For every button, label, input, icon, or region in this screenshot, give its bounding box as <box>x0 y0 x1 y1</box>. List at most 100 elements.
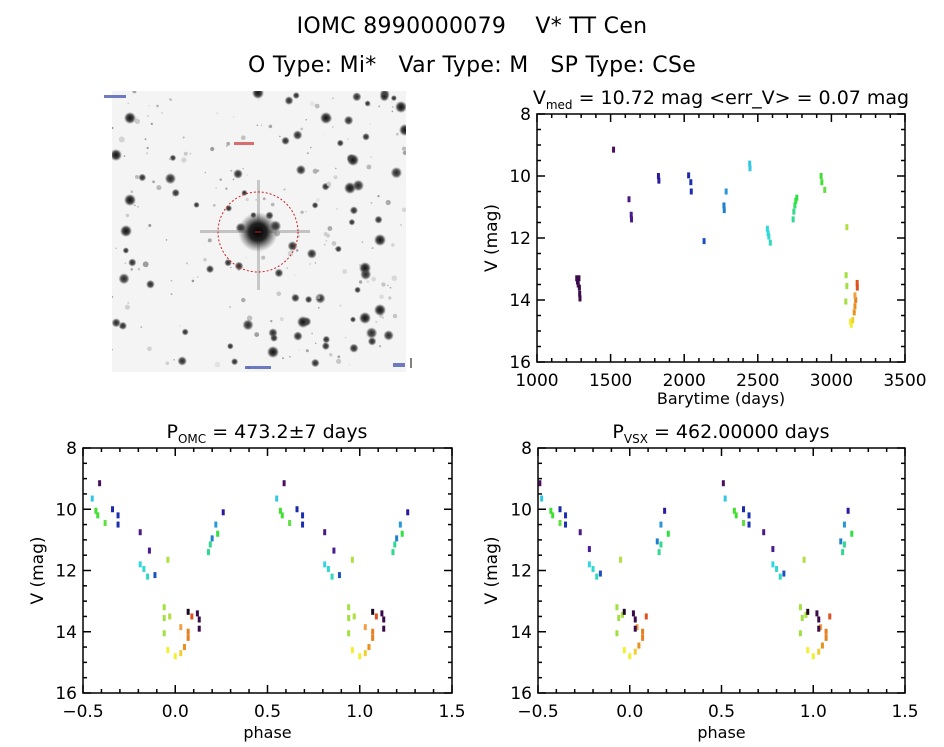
data-points <box>90 480 410 660</box>
x-tick-label: −0.5 <box>62 702 103 722</box>
field-star <box>349 206 358 215</box>
field-star <box>389 286 392 289</box>
y-tick-label: 14 <box>55 623 77 643</box>
field-star <box>401 146 406 151</box>
data-point <box>371 608 375 615</box>
data-point <box>666 530 670 537</box>
data-point <box>182 644 186 651</box>
field-star <box>378 105 381 108</box>
data-point <box>855 279 859 286</box>
field-star <box>171 188 180 197</box>
data-point <box>280 512 284 519</box>
data-point <box>347 614 351 621</box>
data-point <box>347 630 351 637</box>
data-point <box>641 634 645 641</box>
data-point <box>844 298 848 305</box>
field-star <box>212 204 216 207</box>
data-point <box>96 512 100 519</box>
data-point <box>811 653 815 660</box>
data-point <box>734 512 738 519</box>
title-main: P <box>167 421 178 443</box>
data-point <box>819 173 823 179</box>
field-star <box>296 249 299 252</box>
data-point <box>577 275 581 282</box>
field-star <box>191 279 195 283</box>
data-point <box>633 648 637 655</box>
field-star <box>227 342 234 350</box>
data-point <box>591 565 595 572</box>
x-tick-label: 3500 <box>883 371 926 391</box>
field-star <box>325 239 328 242</box>
data-point <box>153 572 157 579</box>
data-point <box>162 614 166 621</box>
field-star <box>270 319 273 323</box>
field-star <box>344 336 347 339</box>
bright-star <box>252 91 264 99</box>
field-star <box>268 328 278 338</box>
field-star <box>230 266 232 269</box>
y-axis-label: V (mag) <box>482 204 502 272</box>
data-point <box>849 318 853 325</box>
field-star <box>270 202 275 207</box>
data-point <box>282 480 286 487</box>
field-star <box>118 321 127 330</box>
field-star <box>135 116 138 120</box>
object-type-subtitle: O Type: Mi* Var Type: M SP Type: CSe <box>247 53 697 78</box>
data-point <box>190 613 194 620</box>
data-point <box>578 290 582 297</box>
data-point <box>301 512 305 519</box>
y-tick-label: 14 <box>509 291 531 311</box>
field-star <box>401 207 406 213</box>
field-star <box>128 258 137 267</box>
bright-star <box>297 316 309 328</box>
data-point <box>842 521 846 528</box>
field-star <box>165 239 168 241</box>
field-star <box>349 343 359 353</box>
data-point <box>723 495 727 502</box>
field-star <box>315 293 326 304</box>
field-star <box>368 104 371 107</box>
data-point <box>350 556 354 563</box>
field-star <box>148 104 150 107</box>
field-star <box>370 202 373 204</box>
field-star <box>257 99 260 101</box>
data-point <box>844 272 848 279</box>
data-point <box>768 239 772 246</box>
field-star <box>234 261 244 271</box>
data-point <box>820 179 824 186</box>
field-star <box>134 204 136 207</box>
data-point <box>323 529 327 536</box>
field-star <box>391 101 393 103</box>
target-label <box>234 142 254 145</box>
field-star <box>348 364 351 366</box>
data-point <box>587 561 591 568</box>
title-main: V <box>533 87 546 109</box>
field-star <box>182 136 185 139</box>
data-point <box>615 630 619 637</box>
title-subscript: OMC <box>178 432 206 446</box>
data-point <box>558 520 562 527</box>
field-star <box>371 276 376 282</box>
data-point <box>575 278 579 285</box>
data-point <box>659 541 663 548</box>
y-axis-label: V (mag) <box>28 536 48 604</box>
field-star <box>336 208 338 210</box>
data-point <box>564 512 568 519</box>
field-star <box>342 269 348 274</box>
field-star <box>311 358 320 368</box>
field-star <box>370 156 373 159</box>
plot-title: POMC = 473.2±7 days <box>167 421 368 446</box>
data-point <box>406 509 410 516</box>
field-star <box>124 304 130 310</box>
bright-star <box>124 112 136 124</box>
y-tick-label: 8 <box>520 105 531 125</box>
title-subscript: med <box>546 98 573 112</box>
field-star <box>366 280 370 283</box>
x-tick-label: 1500 <box>589 371 632 391</box>
data-point <box>138 529 142 536</box>
field-star <box>203 258 207 262</box>
data-points <box>575 146 859 328</box>
field-star <box>306 248 317 259</box>
field-star <box>137 268 140 271</box>
data-point <box>332 547 336 554</box>
